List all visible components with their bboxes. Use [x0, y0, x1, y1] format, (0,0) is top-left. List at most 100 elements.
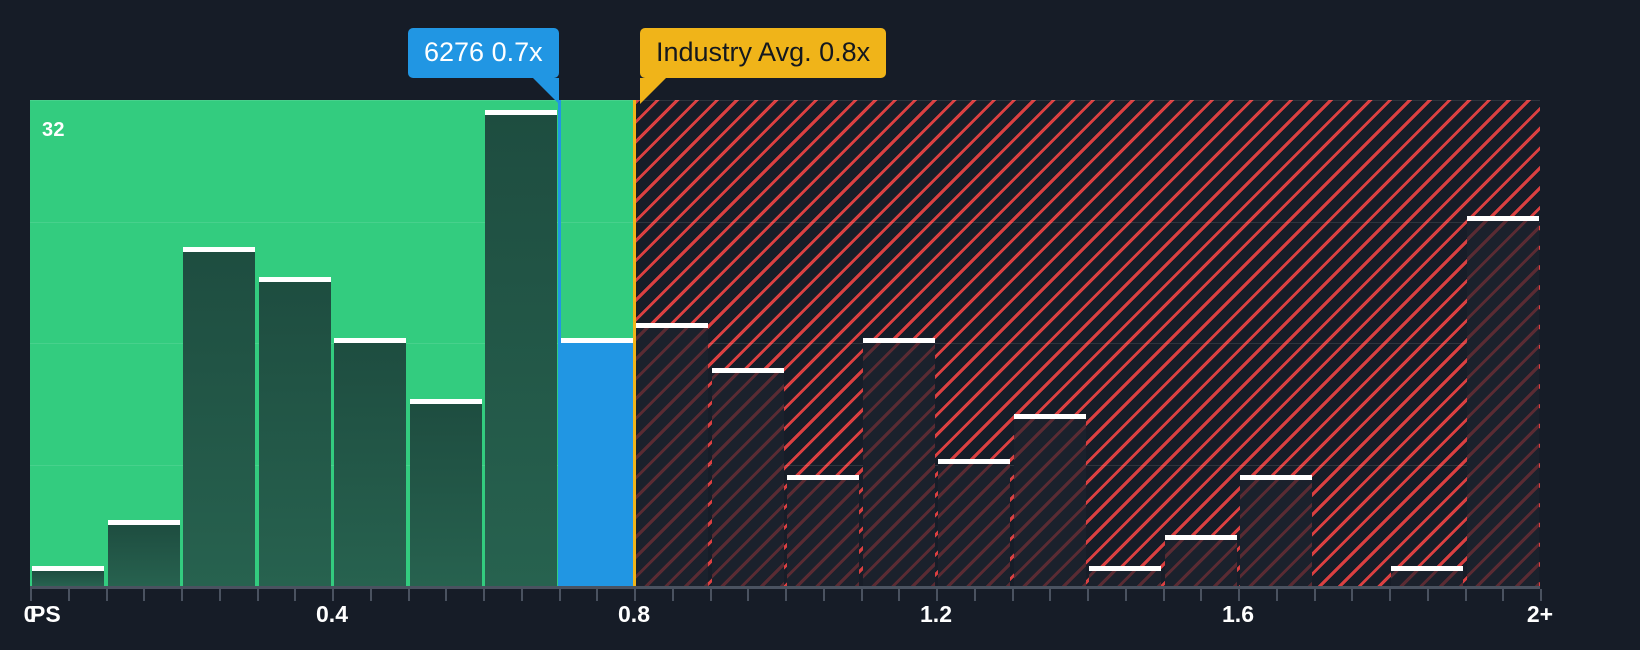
bar[interactable] [1089, 566, 1161, 586]
bar-cap [108, 520, 180, 525]
bar[interactable] [183, 247, 255, 586]
axis-tick [257, 589, 259, 601]
bar-cap [1391, 566, 1463, 571]
bar[interactable] [108, 520, 180, 586]
axis-tick [1012, 589, 1014, 601]
bar-cap [636, 323, 708, 328]
callout-tail [640, 78, 666, 104]
bar-cap [1089, 566, 1161, 571]
axis-tick [898, 589, 900, 601]
axis-tick [1502, 589, 1504, 601]
bar[interactable] [485, 110, 557, 586]
bar-cap [1014, 414, 1086, 419]
axis-tick [1351, 589, 1353, 601]
axis-tick [143, 589, 145, 601]
bar[interactable] [863, 338, 935, 586]
axis-tick [1049, 589, 1051, 601]
bar-cap [410, 399, 482, 404]
bar[interactable] [259, 277, 331, 586]
overvalued-zone [634, 100, 1540, 586]
bar-hatch [1467, 221, 1539, 586]
axis-tick-label: 0.4 [316, 601, 348, 627]
axis-tick-label: 1.2 [920, 601, 952, 627]
axis-tick-label: 0.8 [618, 601, 650, 627]
bar-cap [1240, 475, 1312, 480]
x-axis-title: PS [30, 601, 61, 627]
axis-tick [1276, 589, 1278, 601]
bar[interactable] [1467, 216, 1539, 586]
bar-cap [863, 338, 935, 343]
bar-hatch [636, 328, 708, 586]
axis-tick [1314, 589, 1316, 601]
axis-tick [370, 589, 372, 601]
axis-tick-label: 0 [23, 601, 37, 627]
bar[interactable] [1014, 414, 1086, 586]
axis-tick [332, 589, 334, 601]
callout-tail [532, 78, 559, 104]
bar[interactable] [938, 459, 1010, 586]
plot-area: 32 No. of Companies [30, 100, 1540, 586]
axis-tick [483, 589, 485, 601]
axis-tick [219, 589, 221, 601]
axis-tick [559, 589, 561, 601]
bar-cap [259, 277, 331, 282]
axis-tick [445, 589, 447, 601]
bar-hatch [938, 464, 1010, 586]
axis-tick [1540, 589, 1542, 601]
axis-tick [521, 589, 523, 601]
axis-tick [181, 589, 183, 601]
axis-tick [1163, 589, 1165, 601]
bar[interactable] [787, 475, 859, 586]
axis-tick [1389, 589, 1391, 601]
axis-tick [596, 589, 598, 601]
bar-hatch [787, 480, 859, 586]
axis-tick [710, 589, 712, 601]
axis-tick [68, 589, 70, 601]
bar-cap [712, 368, 784, 373]
axis-tick [30, 589, 32, 601]
axis-tick [861, 589, 863, 601]
bar-hatch [1089, 571, 1161, 586]
bar-cap [1467, 216, 1539, 221]
bar-hatch [1014, 419, 1086, 586]
bar-series [30, 100, 1540, 586]
y-max-label: 32 [42, 119, 65, 141]
industry-callout-label: Industry Avg. 0.8x [656, 37, 871, 67]
bar-cap [787, 475, 859, 480]
bar[interactable] [561, 338, 633, 586]
hatch-pattern [634, 100, 1540, 586]
bar-cap [334, 338, 406, 343]
axis-tick [1087, 589, 1089, 601]
axis-tick [106, 589, 108, 601]
bar-cap [32, 566, 104, 571]
axis-tick [747, 589, 749, 601]
bar[interactable] [1165, 535, 1237, 586]
axis-tick [823, 589, 825, 601]
industry-callout[interactable]: Industry Avg. 0.8x [640, 28, 887, 104]
company-callout-label: 6276 0.7x [424, 37, 543, 67]
bar-cap [485, 110, 557, 115]
bar[interactable] [410, 399, 482, 586]
company-callout[interactable]: 6276 0.7x [408, 28, 559, 104]
bar[interactable] [334, 338, 406, 586]
x-axis-line [30, 586, 1540, 589]
bar-cap [183, 247, 255, 252]
bar-hatch [863, 343, 935, 586]
bar[interactable] [32, 566, 104, 586]
bar-hatch [712, 373, 784, 586]
axis-tick [634, 589, 636, 601]
axis-tick [1125, 589, 1127, 601]
bar[interactable] [1240, 475, 1312, 586]
bar[interactable] [636, 323, 708, 586]
axis-tick-label: 1.6 [1222, 601, 1254, 627]
axis-tick-label: 2+ [1526, 601, 1554, 627]
bar[interactable] [712, 368, 784, 586]
bar[interactable] [1391, 566, 1463, 586]
axis-tick [785, 589, 787, 601]
axis-tick [1427, 589, 1429, 601]
bar-hatch [1240, 480, 1312, 586]
axis-tick [936, 589, 938, 601]
axis-tick [1238, 589, 1240, 601]
axis-tick [408, 589, 410, 601]
